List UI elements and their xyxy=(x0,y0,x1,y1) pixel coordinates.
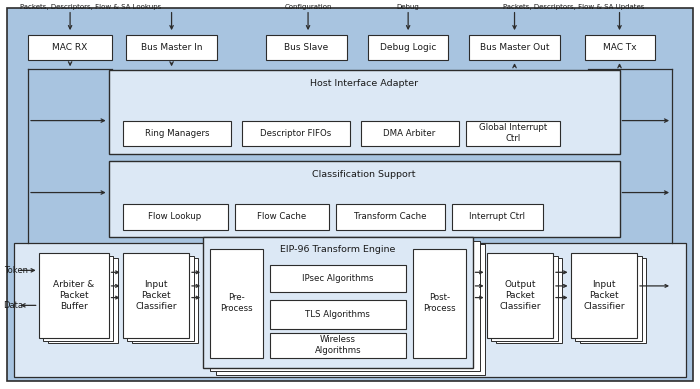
Text: Pre-
Process: Pre- Process xyxy=(220,293,253,314)
Text: EIP-96 Transform Engine: EIP-96 Transform Engine xyxy=(280,245,395,254)
FancyBboxPatch shape xyxy=(43,256,113,341)
Text: Descriptor FIFOs: Descriptor FIFOs xyxy=(260,129,331,138)
Text: Wireless
Algorithms: Wireless Algorithms xyxy=(314,335,361,355)
FancyBboxPatch shape xyxy=(108,161,620,237)
Text: TLS Algorithms: TLS Algorithms xyxy=(305,310,370,319)
FancyBboxPatch shape xyxy=(336,204,444,230)
Text: Output
Packet
Classifier: Output Packet Classifier xyxy=(499,280,540,311)
FancyBboxPatch shape xyxy=(7,8,693,381)
Text: Debug: Debug xyxy=(397,4,419,10)
FancyBboxPatch shape xyxy=(132,258,198,343)
FancyBboxPatch shape xyxy=(452,204,542,230)
FancyBboxPatch shape xyxy=(38,253,108,338)
FancyBboxPatch shape xyxy=(241,121,350,146)
Text: Data: Data xyxy=(4,301,24,310)
Text: Configuration: Configuration xyxy=(284,4,332,10)
Text: Bus Master In: Bus Master In xyxy=(141,43,202,52)
Text: Input
Packet
Classifier: Input Packet Classifier xyxy=(135,280,176,311)
Text: Ring Managers: Ring Managers xyxy=(145,129,209,138)
FancyBboxPatch shape xyxy=(575,256,642,341)
FancyBboxPatch shape xyxy=(216,244,485,375)
Text: Arbiter &
Packet
Buffer: Arbiter & Packet Buffer xyxy=(53,280,94,311)
FancyBboxPatch shape xyxy=(413,249,466,358)
FancyBboxPatch shape xyxy=(14,243,686,377)
Text: DMA Arbiter: DMA Arbiter xyxy=(384,129,435,138)
FancyBboxPatch shape xyxy=(234,204,329,230)
FancyBboxPatch shape xyxy=(270,333,406,358)
FancyBboxPatch shape xyxy=(210,241,480,371)
Text: Classification Support: Classification Support xyxy=(312,170,416,179)
Text: MAC Tx: MAC Tx xyxy=(603,43,636,52)
FancyBboxPatch shape xyxy=(203,237,473,368)
Text: Transform Cache: Transform Cache xyxy=(354,212,426,221)
Text: Input
Packet
Classifier: Input Packet Classifier xyxy=(583,280,624,311)
Text: Post-
Process: Post- Process xyxy=(423,293,456,314)
Text: Flow Lookup: Flow Lookup xyxy=(148,212,202,221)
FancyBboxPatch shape xyxy=(266,35,346,60)
Text: Token: Token xyxy=(4,266,27,275)
Text: Packets, Descriptors, Flow & SA Updates: Packets, Descriptors, Flow & SA Updates xyxy=(503,4,645,10)
FancyBboxPatch shape xyxy=(28,35,112,60)
Text: Flow Cache: Flow Cache xyxy=(257,212,307,221)
FancyBboxPatch shape xyxy=(368,35,448,60)
FancyBboxPatch shape xyxy=(360,121,458,146)
Text: Bus Master Out: Bus Master Out xyxy=(480,43,550,52)
FancyBboxPatch shape xyxy=(270,265,406,292)
Text: IPsec Algorithms: IPsec Algorithms xyxy=(302,273,374,283)
FancyBboxPatch shape xyxy=(122,253,189,338)
FancyBboxPatch shape xyxy=(210,249,262,358)
FancyBboxPatch shape xyxy=(108,70,620,154)
FancyBboxPatch shape xyxy=(486,253,553,338)
Text: MAC RX: MAC RX xyxy=(52,43,88,52)
FancyBboxPatch shape xyxy=(126,35,217,60)
FancyBboxPatch shape xyxy=(580,258,646,343)
Text: Host Interface Adapter: Host Interface Adapter xyxy=(310,79,418,88)
FancyBboxPatch shape xyxy=(584,35,654,60)
FancyBboxPatch shape xyxy=(127,256,194,341)
Text: Interrupt Ctrl: Interrupt Ctrl xyxy=(469,212,525,221)
FancyBboxPatch shape xyxy=(466,121,560,146)
Text: Debug Logic: Debug Logic xyxy=(379,43,436,52)
FancyBboxPatch shape xyxy=(491,256,558,341)
FancyBboxPatch shape xyxy=(496,258,562,343)
FancyBboxPatch shape xyxy=(270,300,406,329)
FancyBboxPatch shape xyxy=(48,258,118,343)
FancyBboxPatch shape xyxy=(570,253,637,338)
FancyBboxPatch shape xyxy=(122,121,231,146)
FancyBboxPatch shape xyxy=(469,35,560,60)
Text: Packets, Descriptors, Flow & SA Lookups: Packets, Descriptors, Flow & SA Lookups xyxy=(20,4,162,10)
Text: Global Interrupt
Ctrl: Global Interrupt Ctrl xyxy=(479,123,547,143)
FancyBboxPatch shape xyxy=(122,204,228,230)
Text: Bus Slave: Bus Slave xyxy=(284,43,328,52)
